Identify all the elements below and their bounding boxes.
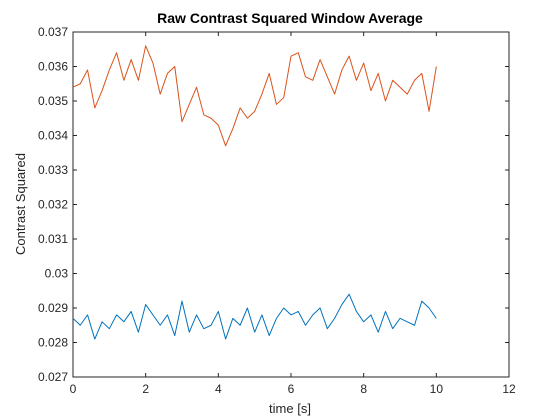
series-layer — [72, 45, 437, 340]
y-tick-label: 0.034 — [38, 129, 68, 143]
y-tick-label: 0.028 — [38, 336, 68, 350]
y-tick-label: 0.036 — [38, 60, 68, 74]
plot-area — [72, 31, 510, 378]
x-tick-label: 6 — [288, 382, 295, 396]
y-tick-label: 0.029 — [38, 301, 68, 315]
series-line-blue — [72, 293, 437, 340]
y-tick-label: 0.035 — [38, 94, 68, 108]
y-tick-label: 0.037 — [38, 25, 68, 39]
ticks-layer: 0 2 4 6 8 10 12 0.027 0.028 0.029 0.03 0.031 0.032 0.… — [38, 25, 516, 396]
x-tick-label: 10 — [430, 382, 444, 396]
x-axis-label: time [s] — [269, 401, 311, 416]
x-tick-label: 4 — [215, 382, 222, 396]
y-tick-label: 0.027 — [38, 370, 68, 384]
x-tick-label: 2 — [142, 382, 149, 396]
y-tick-label: 0.03 — [45, 267, 69, 281]
x-tick-label: 8 — [360, 382, 367, 396]
y-axis-label: Contrast Squared — [13, 153, 28, 255]
x-tick-label: 0 — [70, 382, 77, 396]
series-line-orange — [72, 45, 437, 147]
y-tick-label: 0.033 — [38, 163, 68, 177]
x-tick-label: 12 — [502, 382, 516, 396]
y-tick-label: 0.032 — [38, 198, 68, 212]
chart-title: Raw Contrast Squared Window Average — [157, 10, 423, 26]
y-tick-label: 0.031 — [38, 232, 68, 246]
